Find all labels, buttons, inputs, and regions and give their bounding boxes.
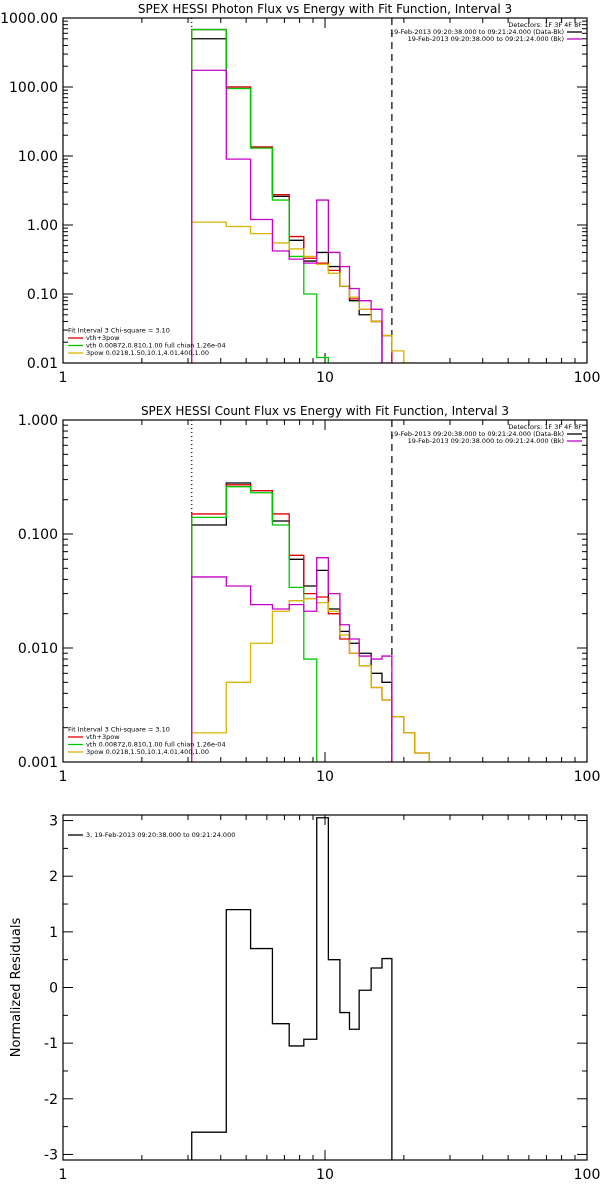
y-tick-label: 0.10	[27, 287, 58, 303]
legend-header: Detectors: 1F 3F 4F 8F	[508, 21, 582, 29]
legend-header: Detectors: 1F 3F 4F 8F	[508, 423, 582, 431]
y-tick-label: 10.00	[18, 149, 58, 165]
legend-entry: 19-Feb-2013 09:20:38.000 to 09:21:24.000…	[408, 437, 564, 445]
y-axis-label: Normalized Residuals	[9, 918, 24, 1058]
chart-panel-1: SPEX HESSI Photon Flux vs Energy with Fi…	[0, 2, 600, 386]
y-tick-label: 3	[49, 814, 58, 830]
plot-area	[191, 420, 430, 762]
legend-header: Fit Interval 3 Chi-square = 3.10	[68, 726, 170, 734]
x-tick-label: 100	[574, 370, 600, 386]
y-tick-label: 1000.00	[0, 11, 58, 27]
legend-header: Fit Interval 3 Chi-square = 3.10	[68, 327, 170, 335]
x-tick-label: 10	[316, 1167, 334, 1183]
series-vth-3pow	[191, 484, 430, 762]
y-tick-label: -1	[44, 1036, 58, 1052]
legend-entry: vth+3pow	[86, 733, 120, 741]
y-tick-label: 100.00	[9, 80, 58, 96]
x-tick-label: 100	[574, 1167, 600, 1183]
legend-entry: 19-Feb-2013 09:20:38.000 to 09:21:24.000…	[390, 28, 564, 36]
y-tick-label: 1.00	[27, 218, 58, 234]
x-tick-label: 10	[316, 370, 334, 386]
series-vth-3pow	[191, 28, 393, 363]
y-tick-label: -3	[44, 1147, 58, 1163]
y-tick-label: 2	[49, 869, 58, 885]
y-tick-label: 0.01	[27, 356, 58, 372]
plot-area	[191, 18, 415, 363]
series-3pow	[191, 598, 430, 762]
series-bk	[191, 557, 393, 762]
plot-frame	[62, 814, 588, 1161]
series-data-bk	[191, 38, 383, 363]
legend-entry: 19-Feb-2013 09:20:38.000 to 09:21:24.000…	[390, 430, 564, 438]
x-tick-label: 100	[574, 769, 600, 785]
legend-entry: 3pow 0.0218,1.50,10.1,4.01,400,1.00	[86, 748, 209, 756]
chart-panel-3: Normalized Residuals 1 10 100 -3 -2 -1 0 1 2 3 3, 1…	[9, 814, 600, 1183]
series-bk	[191, 69, 392, 363]
legend-entry: 3, 19-Feb-2013 09:20:38.000 to 09:21:24.…	[86, 831, 235, 839]
plot-area	[191, 817, 393, 1160]
x-tick-label: 1	[59, 1167, 68, 1183]
y-tick-label: 1	[49, 925, 58, 941]
legend-entry: vth 0.00872,0.810,1.00 full chian 1.26e-…	[86, 342, 226, 350]
x-tick-label: 1	[59, 370, 68, 386]
chart-panel-2: SPEX HESSI Count Flux vs Energy with Fit…	[18, 404, 600, 785]
series-3-19-feb-2013-09-20-38-000-to-09-21-24-000	[191, 817, 393, 1160]
x-tick-label: 1	[59, 769, 68, 785]
series-vth	[191, 28, 341, 363]
y-tick-label: 0.010	[18, 641, 58, 657]
plot-frame	[62, 17, 588, 364]
legend-entry: 19-Feb-2013 09:20:38.000 to 09:21:24.000…	[408, 35, 564, 43]
y-tick-label: 0	[49, 981, 58, 997]
y-tick-label: 1.000	[18, 413, 58, 429]
plot-frame	[62, 419, 588, 763]
y-tick-label: 0.001	[18, 755, 58, 771]
y-tick-label: 0.100	[18, 527, 58, 543]
legend-entry: vth+3pow	[86, 334, 120, 342]
series-data-bk	[191, 482, 393, 762]
legend-entry: 3pow 0.0218,1.50,10.1,4.01,400,1.00	[86, 349, 209, 357]
x-tick-label: 10	[316, 769, 334, 785]
series-vth	[191, 486, 330, 762]
y-tick-label: -2	[44, 1092, 58, 1108]
chart-title: SPEX HESSI Photon Flux vs Energy with Fi…	[138, 2, 512, 16]
chart-title: SPEX HESSI Count Flux vs Energy with Fit…	[141, 404, 509, 418]
legend-entry: vth 0.00872,0.810,1.00 full chian 1.26e-…	[86, 741, 226, 749]
